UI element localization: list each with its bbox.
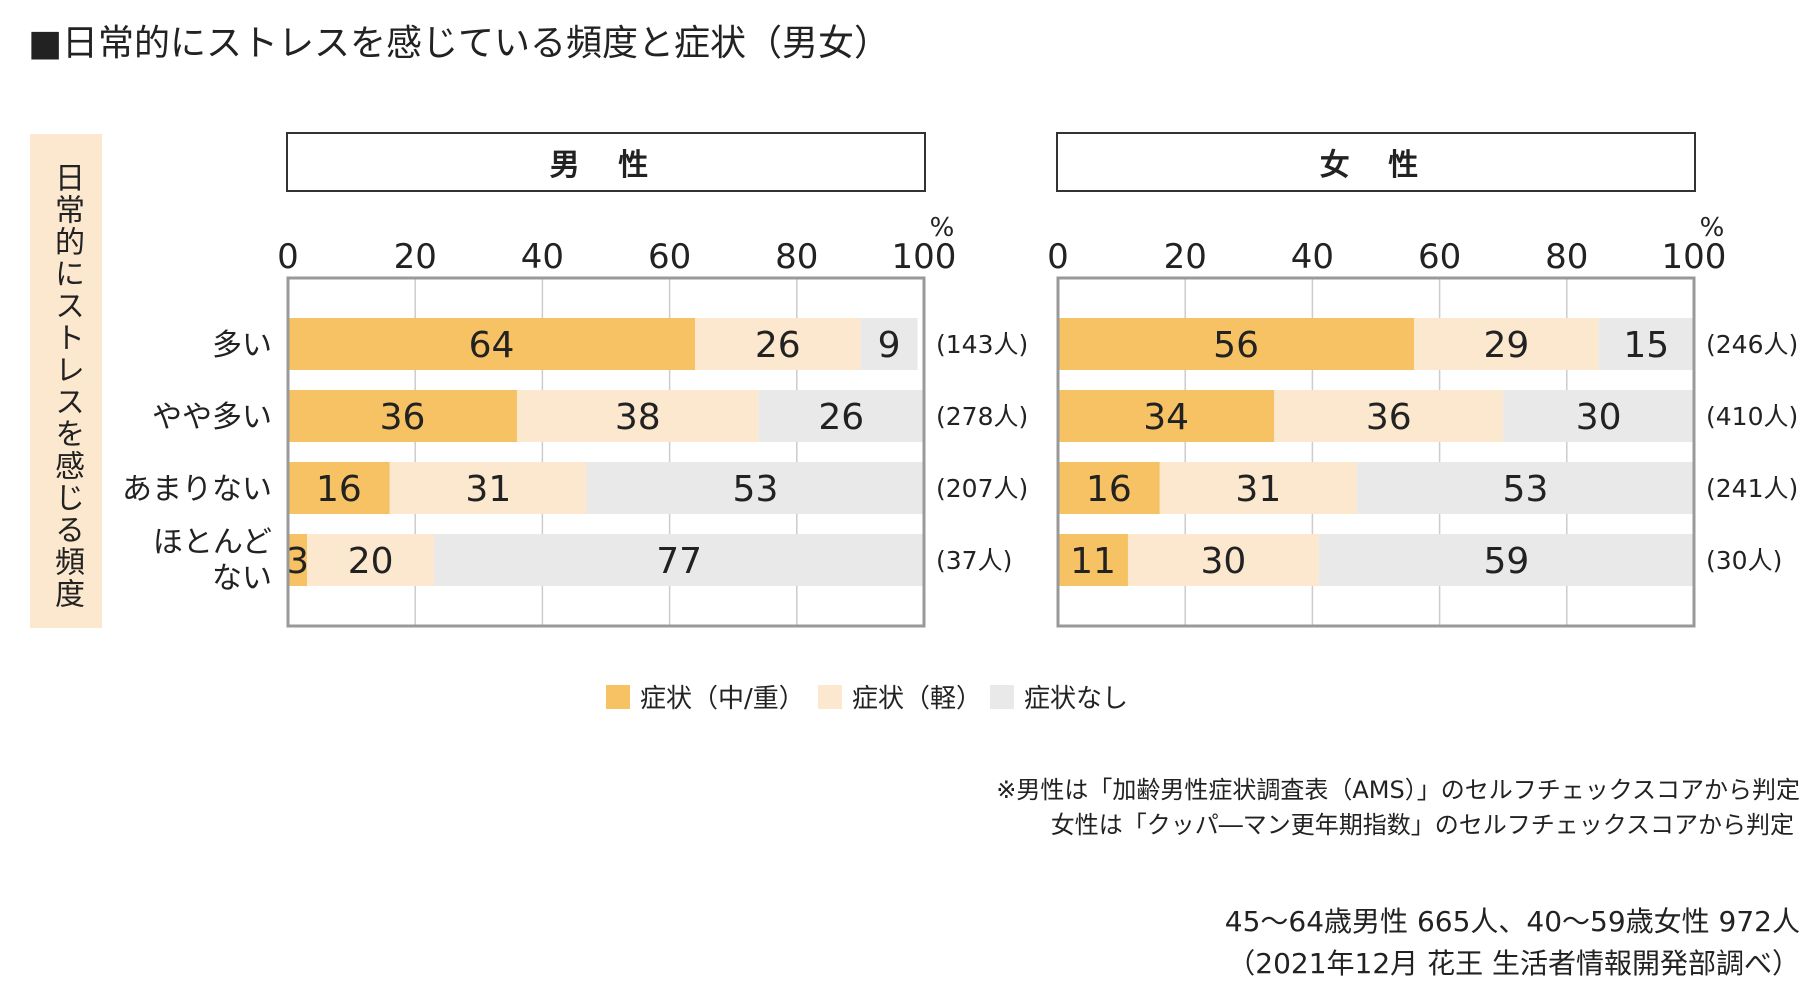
female-data-label-1-2: 30: [1576, 397, 1622, 438]
legend-item-mild: 症状（軽）: [818, 678, 982, 715]
female-tick-label-2: 40: [1291, 237, 1334, 277]
female-bar-0-1: [1414, 318, 1599, 370]
y-axis-label-box: 日常的にストレスを感じる頻度: [30, 134, 102, 628]
y-axis-label: 日常的にストレスを感じる頻度: [49, 162, 84, 610]
male-data-label-3-1: 20: [348, 541, 394, 582]
female-data-label-3-1: 30: [1200, 541, 1246, 582]
male-count-label-0: (143人): [936, 330, 1028, 359]
female-count-label-2: (241人): [1706, 474, 1798, 503]
male-bar-1-1: [516, 390, 759, 442]
female-bar-1-2: [1503, 390, 1694, 442]
male-bar-0-2: [860, 318, 918, 370]
panel-title-male: 男 性: [286, 132, 926, 192]
female-bar-2-1: [1159, 462, 1357, 514]
male-data-label-1-0: 36: [380, 397, 426, 438]
male-tick-label-1: 20: [394, 237, 437, 277]
legend-swatch-severe: [606, 684, 630, 709]
male-count-label-1: (278人): [936, 402, 1028, 431]
legend-label-mild: 症状（軽）: [852, 684, 983, 714]
male-tick-label-0: 0: [277, 237, 299, 277]
female-data-label-1-1: 36: [1366, 397, 1412, 438]
male-plot-frame: [286, 276, 926, 628]
footer-source: （2021年12月 花王 生活者情報開発部調べ）: [1227, 947, 1800, 980]
female-bar-1-0: [1058, 390, 1275, 442]
male-bar-3-2: [434, 534, 924, 586]
male-bar-2-1: [389, 462, 587, 514]
note-male: ※男性は「加齢男性症状調査表（AMS）」のセルフチェックスコアから判定: [996, 776, 1800, 804]
category-label-0-0: 多い: [212, 328, 272, 363]
male-count-label-3: (37人): [936, 546, 1012, 575]
female-plot-frame: [1056, 276, 1696, 628]
male-bar-1-2: [758, 390, 924, 442]
male-bar-0-0: [288, 318, 696, 370]
female-data-label-0-2: 15: [1623, 325, 1669, 366]
male-data-label-2-1: 31: [465, 469, 511, 510]
male-data-label-2-0: 16: [316, 469, 362, 510]
male-bar-1-0: [288, 390, 517, 442]
chart-title: ■日常的にストレスを感じている頻度と症状（男女）: [28, 23, 891, 64]
female-data-label-1-0: 34: [1143, 397, 1189, 438]
female-tick-label-4: 80: [1545, 237, 1588, 277]
female-count-label-1: (410人): [1706, 402, 1798, 431]
male-data-label-3-0: 3: [286, 541, 309, 582]
female-bar-0-2: [1598, 318, 1694, 370]
male-count-label-2: (207人): [936, 474, 1028, 503]
male-data-label-0-1: 26: [755, 325, 801, 366]
legend-swatch-mild: [818, 684, 842, 709]
female-bar-2-2: [1356, 462, 1694, 514]
footer-sample: 45〜64歳男性 665人、40〜59歳女性 972人: [1224, 905, 1800, 938]
category-label-3-0: ほとんど: [153, 525, 272, 560]
male-unit-label: %: [930, 213, 955, 243]
female-data-label-2-1: 31: [1235, 469, 1281, 510]
female-count-label-0: (246人): [1706, 330, 1798, 359]
male-bar-0-1: [695, 318, 861, 370]
female-data-label-2-0: 16: [1086, 469, 1132, 510]
female-bar-0-0: [1058, 318, 1415, 370]
panel-title-female: 女 性: [1056, 132, 1696, 192]
male-data-label-2-2: 53: [733, 469, 779, 510]
category-label-1-0: やや多い: [152, 400, 272, 435]
female-bar-1-1: [1274, 390, 1504, 442]
legend-item-none: 症状なし: [990, 678, 1128, 715]
male-tick-label-5: 100: [892, 237, 957, 277]
male-data-label-1-1: 38: [615, 397, 661, 438]
note-female: 女性は「クッパ―マン更年期指数」のセルフチェックスコアから判定: [1050, 811, 1794, 839]
female-count-label-3: (30人): [1706, 546, 1782, 575]
legend: 症状（中/重） 症状（軽） 症状なし: [0, 678, 1820, 718]
female-tick-label-3: 60: [1418, 237, 1461, 277]
male-tick-label-4: 80: [775, 237, 818, 277]
male-bar-3-1: [307, 534, 435, 586]
legend-label-severe: 症状（中/重）: [640, 684, 805, 714]
male-bar-2-0: [288, 462, 390, 514]
male-bar-2-2: [586, 462, 924, 514]
female-data-label-2-2: 53: [1503, 469, 1549, 510]
male-data-label-3-2: 77: [656, 541, 702, 582]
female-bar-3-0: [1058, 534, 1128, 586]
male-tick-label-3: 60: [648, 237, 691, 277]
female-tick-label-0: 0: [1047, 237, 1069, 277]
female-unit-label: %: [1700, 213, 1725, 243]
legend-item-severe: 症状（中/重）: [606, 678, 805, 715]
male-data-label-0-2: 9: [878, 325, 901, 366]
legend-label-none: 症状なし: [1024, 684, 1129, 714]
category-label-3-1: ない: [212, 561, 272, 596]
female-bar-3-1: [1127, 534, 1319, 586]
female-tick-label-5: 100: [1662, 237, 1727, 277]
male-data-label-1-2: 26: [818, 397, 864, 438]
female-tick-label-1: 20: [1164, 237, 1207, 277]
legend-swatch-none: [990, 684, 1014, 709]
female-data-label-0-0: 56: [1213, 325, 1259, 366]
female-bar-2-0: [1058, 462, 1160, 514]
female-bar-3-2: [1318, 534, 1694, 586]
male-tick-label-2: 40: [521, 237, 564, 277]
female-data-label-3-0: 11: [1070, 541, 1116, 582]
male-data-label-0-0: 64: [469, 325, 515, 366]
male-bar-3-0: [288, 534, 308, 586]
female-data-label-3-2: 59: [1483, 541, 1529, 582]
female-data-label-0-1: 29: [1483, 325, 1529, 366]
category-label-2-0: あまりない: [122, 472, 272, 507]
